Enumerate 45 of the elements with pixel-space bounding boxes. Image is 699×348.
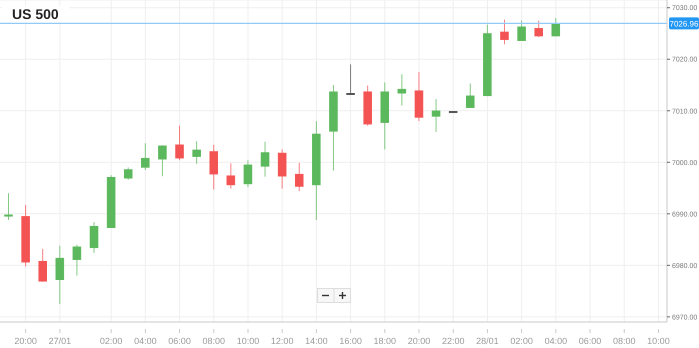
- candlestick: [226, 162, 236, 190]
- x-tick-label: 20:00: [408, 336, 430, 346]
- candlestick: [260, 141, 270, 178]
- x-tick-label: 06:00: [168, 336, 191, 346]
- candlestick: [56, 245, 64, 304]
- candlestick: [500, 19, 509, 45]
- x-tick-label: 02:00: [510, 336, 533, 346]
- candlestick: [90, 222, 98, 254]
- candlestick: [4, 192, 13, 220]
- x-tick-label: 02:00: [100, 336, 122, 346]
- candlestick: [209, 144, 218, 190]
- x-tick-label: 20:00: [14, 336, 37, 346]
- chart-title: US 500: [2, 6, 69, 22]
- x-tick-label: 22:00: [442, 336, 464, 346]
- candlestick: [158, 144, 167, 177]
- x-tick-label: 14:00: [305, 336, 328, 346]
- candlestick: [278, 148, 286, 190]
- x-tick-label: 08:00: [202, 336, 226, 346]
- x-tick-label: 27/01: [48, 336, 72, 346]
- x-tick-label: 08:00: [612, 336, 636, 346]
- candlestick: [534, 20, 543, 38]
- candlestick: [72, 244, 82, 276]
- x-tick-label: 04:00: [544, 336, 568, 346]
- x-tick-label: 12:00: [270, 336, 294, 346]
- x-tick-label: 10:00: [647, 336, 670, 346]
- candlestick: [346, 64, 355, 95]
- candlestick: [141, 142, 150, 171]
- candlestick: [175, 125, 184, 161]
- x-tick-label: 04:00: [134, 336, 157, 346]
- candlestick: [244, 160, 252, 188]
- candlestick: [294, 162, 304, 192]
- candlestick: [192, 140, 201, 164]
- candlestick: [38, 248, 47, 282]
- candlestick: [124, 166, 132, 180]
- candlestick: [398, 74, 406, 106]
- candlestick: [432, 98, 440, 132]
- x-tick-label: 10:00: [236, 336, 260, 346]
- x-tick-label: 16:00: [339, 336, 362, 346]
- ref-line-label: 7026.96: [670, 19, 699, 28]
- candlestick: [466, 82, 475, 108]
- x-tick-label: 28/01: [476, 336, 499, 346]
- candlestick: [552, 18, 560, 37]
- x-tick-label: 06:00: [578, 336, 602, 346]
- candlestick: [517, 20, 526, 42]
- x-tick-label: 18:00: [374, 336, 396, 346]
